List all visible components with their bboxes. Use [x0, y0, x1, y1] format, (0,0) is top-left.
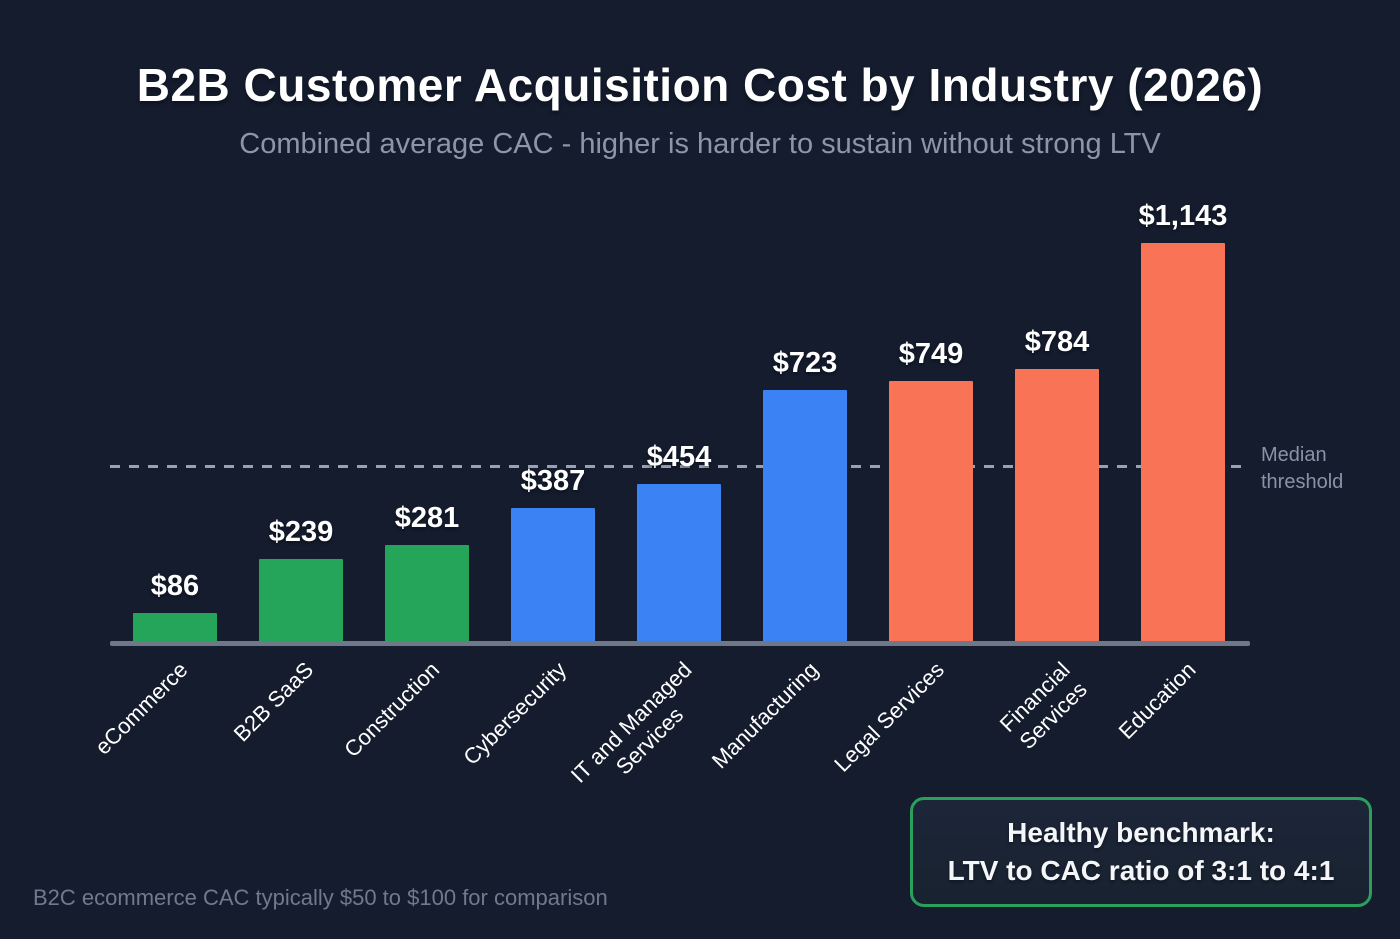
bar-rect-it-and-managed-services [637, 484, 721, 643]
bar-b2b-saas: $239 B2B SaaS [229, 516, 343, 746]
bar-rect-legal-services [889, 381, 973, 643]
bar-financial-services: $784 Financial Services [995, 326, 1099, 754]
x-axis-label-financial-services: Financial Services [994, 657, 1093, 755]
x-axis-label-b2b-saas: B2B SaaS [229, 657, 319, 747]
bar-ecommerce: $86 eCommerce [90, 570, 217, 759]
bar-value-label-b2b-saas: $239 [268, 516, 334, 548]
bar-rect-financial-services [1015, 369, 1099, 643]
bar-value-label-legal-services: $749 [898, 338, 964, 370]
bar-rect-b2b-saas [259, 559, 343, 643]
x-axis-label-it-and-managed-services: IT and Managed Services [565, 657, 697, 788]
bar-value-label-construction: $281 [394, 502, 460, 534]
bars-group: $86 eCommerce $239 B2B SaaS $281 Construction… [90, 200, 1227, 788]
bar-value-label-financial-services: $784 [1024, 326, 1090, 358]
benchmark-callout: Healthy benchmark: LTV to CAC ratio of 3… [910, 797, 1372, 907]
median-threshold-label-line1: Median [1261, 444, 1327, 466]
bar-legal-services: $749 Legal Services [829, 338, 973, 777]
bar-rect-ecommerce [133, 613, 217, 643]
median-threshold-label-line2: threshold [1261, 471, 1344, 493]
bar-value-label-manufacturing: $723 [772, 347, 838, 379]
median-threshold-label: Median threshold [1261, 442, 1343, 496]
bar-rect-education [1141, 243, 1225, 643]
chart-title: B2B Customer Acquisition Cost by Industr… [136, 59, 1264, 111]
chart-subtitle: Combined average CAC - higher is harder … [239, 128, 1161, 160]
footnote: B2C ecommerce CAC typically $50 to $100 … [33, 885, 608, 910]
x-axis-label-construction: Construction [339, 657, 445, 763]
bar-value-label-education: $1,143 [1138, 200, 1228, 232]
bar-it-and-managed-services: $454 IT and Managed Services [566, 441, 721, 788]
bar-construction: $281 Construction [340, 502, 469, 762]
x-axis-label-education: Education [1113, 657, 1201, 744]
x-axis-label-legal-services: Legal Services [828, 657, 949, 777]
bar-rect-manufacturing [763, 390, 847, 643]
bar-rect-cybersecurity [511, 508, 595, 643]
benchmark-line1: Healthy benchmark: [1007, 817, 1275, 849]
bar-rect-construction [385, 545, 469, 643]
x-axis-label-ecommerce: eCommerce [90, 657, 193, 760]
bar-value-label-cybersecurity: $387 [520, 465, 586, 497]
benchmark-line2: LTV to CAC ratio of 3:1 to 4:1 [947, 855, 1335, 886]
x-axis-label-manufacturing: Manufacturing [706, 657, 823, 774]
bar-value-label-ecommerce: $86 [150, 570, 200, 602]
bar-manufacturing: $723 Manufacturing [706, 347, 847, 773]
x-axis-line [110, 641, 1250, 646]
x-axis-label-cybersecurity: Cybersecurity [457, 657, 571, 770]
bar-cybersecurity: $387 Cybersecurity [458, 465, 595, 770]
bar-education: $1,143 Education [1114, 200, 1228, 744]
bar-value-label-it-and-managed-services: $454 [646, 441, 712, 473]
median-threshold-line [110, 465, 1246, 468]
